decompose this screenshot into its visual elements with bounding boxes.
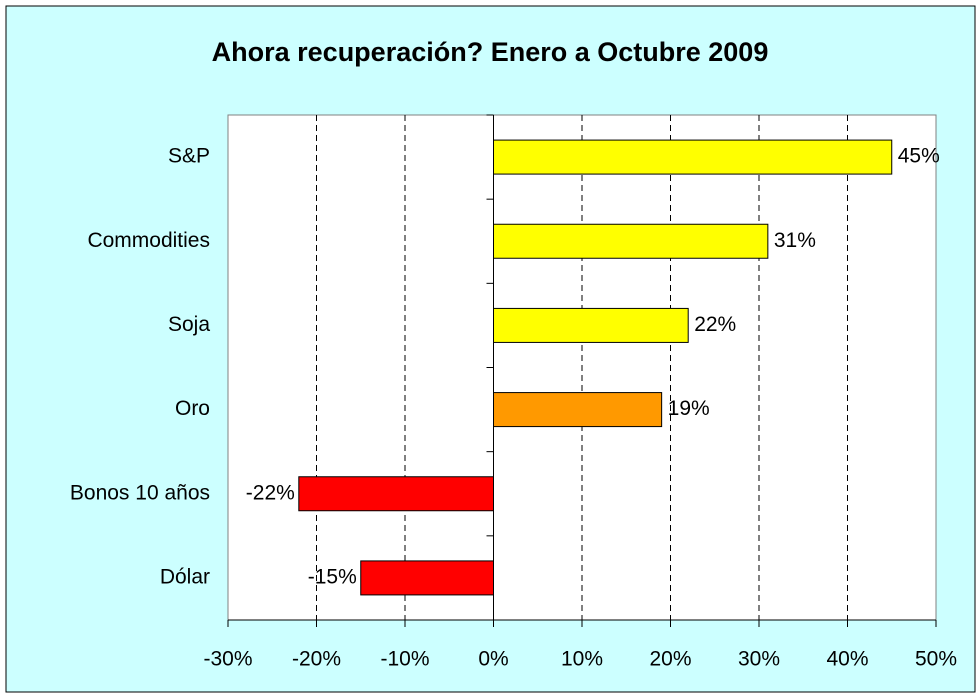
x-tick-label: -10% [380, 648, 429, 671]
x-tick-label: 0% [478, 648, 508, 671]
bar [493, 392, 663, 428]
y-tick-label: Bonos 10 años [70, 481, 210, 504]
y-tick-label: Dólar [160, 565, 210, 588]
bar [298, 476, 494, 512]
y-tick-label: Soja [168, 313, 210, 336]
x-tick-label: 30% [738, 648, 780, 671]
x-tick-label: 10% [561, 648, 603, 671]
bar [493, 139, 893, 175]
data-label: 31% [774, 229, 816, 252]
data-label: 45% [898, 145, 940, 168]
bar [360, 560, 494, 596]
y-tick-label: Oro [175, 397, 210, 420]
y-tick-label: S&P [168, 145, 210, 168]
x-tick-label: 20% [649, 648, 691, 671]
x-tick-label: -30% [203, 648, 252, 671]
data-label: 19% [668, 397, 710, 420]
data-label: 22% [694, 313, 736, 336]
x-tick-label: 50% [915, 648, 957, 671]
bar [493, 307, 689, 343]
x-tick-label: -20% [292, 648, 341, 671]
y-tick-label: Commodities [87, 229, 210, 252]
data-label: -22% [246, 481, 295, 504]
bar [493, 223, 769, 259]
chart-title: Ahora recuperación? Enero a Octubre 2009 [212, 37, 769, 67]
data-label: -15% [308, 565, 357, 588]
x-tick-label: 40% [826, 648, 868, 671]
